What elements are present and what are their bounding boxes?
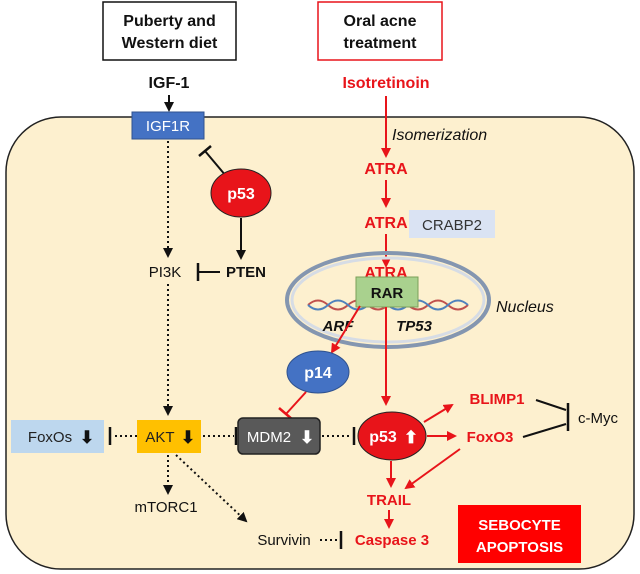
crabp2-label: CRABP2 xyxy=(422,217,482,234)
outcome-line2: APOPTOSIS xyxy=(476,539,563,556)
nucleus-label: Nucleus xyxy=(496,299,554,316)
akt-down-arrow: ⬇ xyxy=(181,428,195,447)
acne-treatment-box: Oral acne treatment xyxy=(317,1,443,61)
atra-label-2: ATRA xyxy=(364,215,408,232)
diet-box-line1: Puberty and xyxy=(123,13,215,30)
p53-top-node: p53 xyxy=(210,168,272,218)
p14-label: p14 xyxy=(304,365,332,382)
igf1r-label: IGF1R xyxy=(146,118,190,135)
p53-inhibits-igf1r xyxy=(204,150,227,177)
acne-box-line2: treatment xyxy=(344,35,418,52)
foxos-label: FoxOs xyxy=(28,429,72,446)
p14-inhibits-mdm2 xyxy=(285,391,307,415)
p53-top-label: p53 xyxy=(227,186,255,203)
foxo3-inhibits-cmyc xyxy=(522,423,567,438)
mtorc1-label: mTORC1 xyxy=(134,499,197,516)
survivin-label: Survivin xyxy=(257,532,310,549)
p53-inhibits-igf1r-bar xyxy=(198,145,212,157)
akt-box: AKT ⬇ xyxy=(137,420,201,453)
acne-box-line1: Oral acne xyxy=(344,13,417,30)
p53-mid-node: p53 ⬆ xyxy=(357,411,427,461)
caspase3-label: Caspase 3 xyxy=(355,532,429,549)
akt-label: AKT xyxy=(145,429,174,446)
mdm2-label: MDM2 xyxy=(247,429,291,446)
sebocyte-apoptosis-box: SEBOCYTE APOPTOSIS xyxy=(458,505,581,563)
foxo3-label: FoxO3 xyxy=(467,429,514,446)
pten-label: PTEN xyxy=(226,264,266,281)
akt-to-survivin-arrow xyxy=(175,454,248,523)
foxo3-to-trail-arrow xyxy=(404,448,461,490)
p53-to-blimp1-arrow xyxy=(423,403,454,423)
mdm2-box: MDM2 ⬇ xyxy=(237,417,321,455)
mdm2-down-arrow: ⬇ xyxy=(300,428,314,447)
blimp1-inhibits-cmyc xyxy=(535,399,567,411)
blimp1-label: BLIMP1 xyxy=(469,391,524,408)
crabp2-box: CRABP2 xyxy=(409,210,495,238)
nucleus xyxy=(285,251,491,349)
igf1-label: IGF-1 xyxy=(149,75,190,92)
rar-label: RAR xyxy=(371,285,404,302)
cell-body xyxy=(5,116,635,570)
atra-label-1: ATRA xyxy=(364,161,408,178)
foxos-box: FoxOs ⬇ xyxy=(11,420,104,453)
isotretinoin-label: Isotretinoin xyxy=(342,75,429,92)
isomerization-label: Isomerization xyxy=(392,127,487,144)
arf-label: ARF xyxy=(322,318,355,335)
tp53-label: TP53 xyxy=(396,318,433,335)
igf1r-receptor: IGF1R xyxy=(131,111,205,140)
rar-box: RAR xyxy=(355,276,419,308)
p53-mid-label: p53 xyxy=(369,429,397,446)
rar-to-p14-arrow xyxy=(330,305,361,354)
pi3k-label: PI3K xyxy=(149,264,182,281)
p53-up-arrow: ⬆ xyxy=(404,428,418,447)
diet-box-line2: Western diet xyxy=(122,35,218,52)
p14-node: p14 xyxy=(286,350,350,394)
foxos-down-arrow: ⬇ xyxy=(80,428,94,447)
cmyc-label: c-Myc xyxy=(578,410,618,427)
outcome-line1: SEBOCYTE xyxy=(478,517,561,534)
diet-box: Puberty and Western diet xyxy=(102,1,237,61)
trail-label: TRAIL xyxy=(367,492,411,509)
